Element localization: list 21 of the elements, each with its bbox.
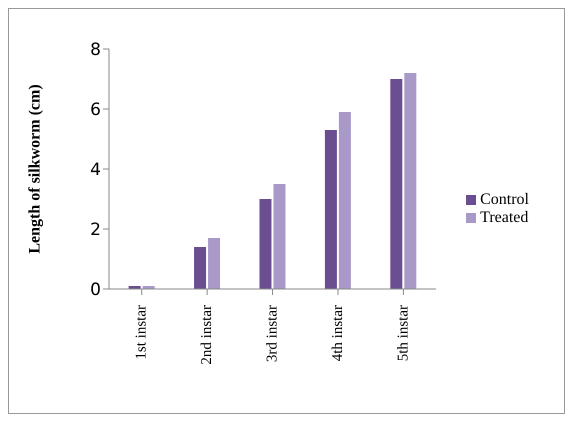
bar	[194, 247, 206, 289]
legend-label: Control	[480, 191, 529, 208]
y-tick-label: 6	[90, 100, 101, 120]
bar	[273, 184, 286, 289]
y-tick-label: 4	[90, 160, 101, 180]
bar	[324, 130, 337, 289]
bar	[390, 79, 402, 289]
y-tick-label: 0	[90, 280, 101, 300]
x-tick-label: 1st instar	[134, 305, 150, 360]
x-tick-label: 4th instar	[330, 305, 346, 362]
y-tick-label: 2	[90, 220, 101, 240]
y-axis-title: Length of silkworm (cm)	[26, 84, 44, 254]
bar	[259, 199, 272, 289]
bar	[404, 73, 416, 289]
x-tick-label: 2nd instar	[199, 305, 216, 365]
legend-label: Treated	[480, 209, 528, 226]
y-tick-label: 8	[90, 40, 101, 60]
bar	[338, 112, 351, 289]
x-tick-label: 3rd instar	[264, 305, 281, 362]
bar	[208, 238, 220, 289]
x-tick-label: 5th instar	[395, 305, 412, 362]
